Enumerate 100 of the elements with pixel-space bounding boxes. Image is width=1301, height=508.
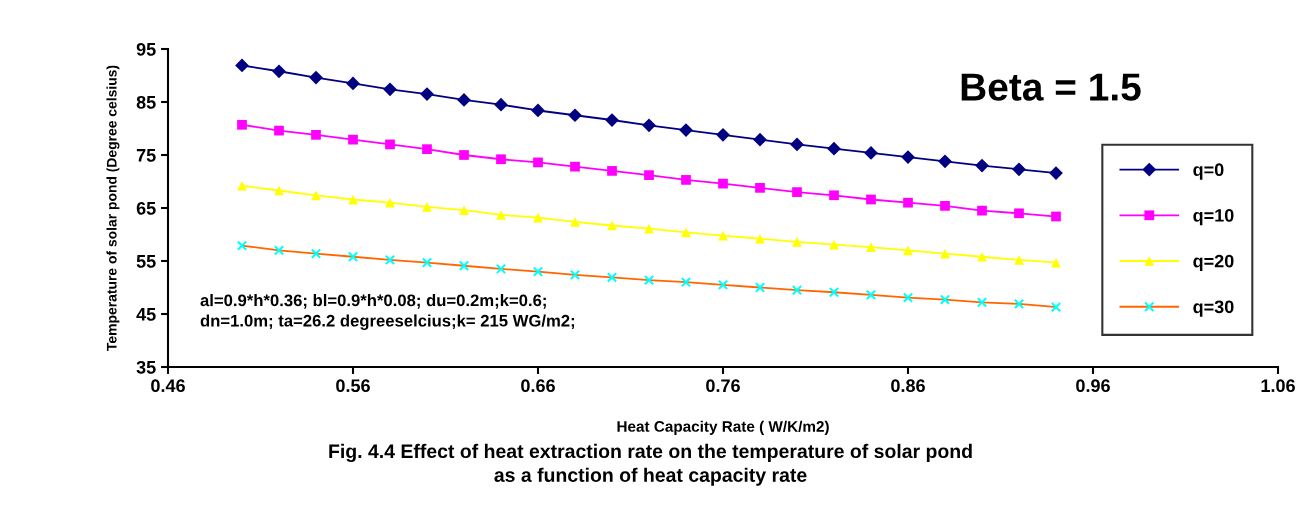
point [1014, 255, 1024, 265]
point [346, 76, 360, 91]
point [421, 257, 433, 268]
point [422, 202, 432, 212]
point [975, 158, 989, 173]
point [570, 216, 580, 227]
point [309, 70, 323, 85]
point [828, 287, 840, 298]
point [681, 227, 691, 238]
point [791, 284, 803, 296]
point [1050, 301, 1062, 313]
point [385, 139, 395, 150]
point [496, 210, 506, 220]
y-axis-title: Temperature of solar pond (Degree celsius) [106, 65, 120, 351]
caption: Fig. 4.4 Effect of heat extraction rate on the temperature of solar pond as a function of heat capacity rate [329, 443, 972, 486]
x-tick-label: 0.66 [521, 379, 555, 393]
point [274, 125, 284, 136]
x-axis-title: Heat Capacity Rate ( W/K/m2) [617, 420, 829, 435]
y-tick-label: 65 [136, 201, 156, 215]
point [384, 254, 396, 266]
point [792, 237, 802, 247]
point [755, 183, 765, 193]
point [754, 282, 766, 293]
point [977, 251, 987, 262]
point [532, 266, 544, 277]
point [1012, 162, 1026, 177]
legend-label: q=20 [1193, 254, 1234, 272]
point [273, 245, 285, 256]
point [903, 197, 913, 208]
y-tick-label: 75 [136, 149, 156, 162]
point [458, 260, 470, 271]
point [642, 118, 656, 133]
legend-label: q=0 [1193, 163, 1224, 180]
y-tick-label: 85 [136, 95, 156, 109]
point [459, 150, 469, 160]
point [570, 161, 580, 172]
point [755, 233, 765, 244]
x-tick-label: 0.76 [706, 379, 740, 393]
point [237, 119, 247, 130]
y-tick-label: 95 [136, 42, 156, 56]
y-tick-label: 45 [136, 308, 156, 321]
point [1051, 211, 1061, 222]
point [311, 130, 321, 140]
point [459, 205, 469, 215]
point [680, 276, 692, 288]
x-tick-label: 0.56 [336, 379, 370, 393]
point [902, 292, 914, 303]
point [347, 251, 359, 262]
point [829, 190, 839, 201]
point [531, 103, 545, 118]
x-tick-label: 0.46 [151, 379, 185, 393]
point [533, 157, 543, 168]
x-tick-label: 1.06 [1261, 379, 1295, 393]
point [790, 137, 804, 152]
point [494, 97, 508, 112]
point [236, 240, 248, 251]
legend-label: q=30 [1193, 300, 1234, 317]
point [717, 279, 729, 291]
point [569, 269, 581, 280]
point [939, 294, 951, 305]
point [718, 178, 728, 189]
point [940, 201, 950, 211]
point [385, 197, 395, 208]
point [976, 297, 988, 308]
point [716, 127, 730, 142]
point [865, 289, 877, 301]
y-tick-label: 55 [136, 255, 156, 268]
annotation: al=0.9*h*0.36; bl=0.9*h*0.08; du=0.2m;k=0.6; dn=1.0m; ta=26.2 degreeselcius;k= 215 WG/m2; [200, 294, 575, 330]
point [1013, 298, 1025, 310]
point [422, 144, 432, 155]
point [866, 242, 876, 253]
point [607, 166, 617, 176]
point [237, 180, 247, 191]
y-tick-label: 35 [136, 360, 156, 374]
x-tick-label: 0.86 [891, 379, 925, 393]
point [827, 141, 841, 156]
point [681, 175, 691, 185]
point [938, 154, 952, 169]
point [568, 108, 582, 123]
point [348, 134, 358, 145]
point [977, 205, 987, 216]
point [903, 245, 913, 256]
point [606, 272, 618, 283]
point [866, 194, 876, 205]
point [753, 132, 767, 147]
point [495, 263, 507, 275]
annotation: Beta = 1.5 [961, 73, 1141, 101]
point [644, 223, 654, 234]
point [1014, 208, 1024, 219]
point [272, 64, 286, 79]
point [792, 187, 802, 197]
point [383, 82, 397, 97]
point [235, 58, 249, 73]
point [643, 274, 655, 286]
point [311, 190, 321, 201]
x-tick-label: 0.96 [1076, 379, 1110, 393]
point [310, 248, 322, 259]
point [644, 170, 654, 180]
point [496, 154, 506, 165]
legend-label: q=10 [1193, 209, 1234, 226]
